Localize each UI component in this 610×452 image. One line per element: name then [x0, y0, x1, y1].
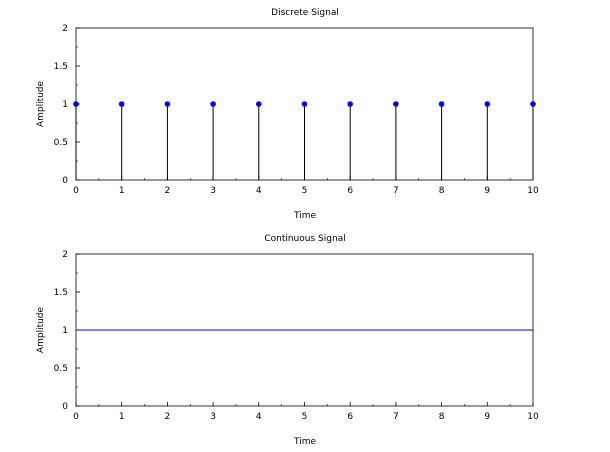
stem-marker [73, 101, 79, 107]
discrete-y-tick-label: 0.5 [54, 138, 68, 148]
discrete-x-tick-label: 3 [210, 186, 216, 196]
continuous-x-tick-label: 0 [73, 412, 79, 422]
discrete-y-tick-label: 1.5 [54, 62, 68, 72]
continuous-x-tick-label: 5 [302, 412, 308, 422]
continuous-y-tick-label: 2 [62, 250, 68, 260]
stem-marker [210, 101, 216, 107]
discrete-x-tick-label: 5 [302, 186, 308, 196]
continuous-y-tick-label: 1.5 [54, 288, 68, 298]
discrete-x-tick-label: 8 [439, 186, 445, 196]
stem-marker [255, 101, 262, 107]
continuous-y-tick-label: 0.5 [54, 364, 68, 374]
continuous-y-tick-label: 0 [62, 402, 68, 412]
discrete-signal-axes: Discrete Signal Time Amplitude 0 1 2 3 4 5 6 7 8… [36, 8, 539, 221]
discrete-x-tick-label: 7 [393, 186, 399, 196]
continuous-y-tick-label: 1 [62, 326, 68, 336]
stem-marker [347, 101, 354, 107]
discrete-xlabel: Time [293, 211, 316, 221]
discrete-x-tick-label: 9 [484, 186, 490, 196]
continuous-x-tick-label: 4 [256, 412, 262, 422]
continuous-xlabel: Time [293, 437, 316, 447]
stem-marker [484, 101, 491, 107]
continuous-ylabel: Amplitude [36, 306, 46, 353]
continuous-x-tick-label: 3 [210, 412, 216, 422]
discrete-y-tick-label: 2 [62, 24, 68, 34]
stem-marker [438, 101, 445, 107]
discrete-y-tick-label: 0 [62, 176, 68, 186]
discrete-ylabel: Amplitude [36, 80, 46, 127]
continuous-x-tick-label: 2 [165, 412, 171, 422]
stem-marker [118, 101, 125, 107]
discrete-x-ticks: 0 1 2 3 4 5 6 7 8 9 10 [73, 176, 539, 196]
continuous-x-tick-label: 1 [119, 412, 125, 422]
continuous-x-tick-label: 9 [484, 412, 490, 422]
discrete-x-tick-label: 2 [165, 186, 171, 196]
discrete-x-tick-label: 1 [119, 186, 125, 196]
discrete-y-ticks: 0 0.5 1 1.5 2 [54, 24, 80, 186]
continuous-x-tick-label: 8 [439, 412, 445, 422]
discrete-stems [73, 101, 536, 180]
discrete-y-tick-label: 1 [62, 100, 68, 110]
discrete-x-tick-label: 6 [347, 186, 353, 196]
continuous-x-tick-label: 6 [347, 412, 353, 422]
continuous-x-ticks: 0 1 2 3 4 5 6 7 8 9 10 [73, 402, 539, 422]
stem-marker [530, 101, 536, 107]
discrete-x-tick-label: 4 [256, 186, 262, 196]
continuous-x-tick-label: 10 [527, 412, 539, 422]
continuous-signal-axes: Continuous Signal Time Amplitude 0 1 2 3 4 5 6… [36, 234, 539, 447]
stem-marker [301, 101, 308, 107]
stem-marker [393, 101, 399, 107]
continuous-title: Continuous Signal [264, 234, 345, 244]
discrete-title: Discrete Signal [271, 8, 339, 18]
continuous-x-tick-label: 7 [393, 412, 399, 422]
discrete-x-tick-label: 0 [73, 186, 79, 196]
stem-marker [164, 101, 171, 107]
discrete-x-tick-label: 10 [527, 186, 539, 196]
